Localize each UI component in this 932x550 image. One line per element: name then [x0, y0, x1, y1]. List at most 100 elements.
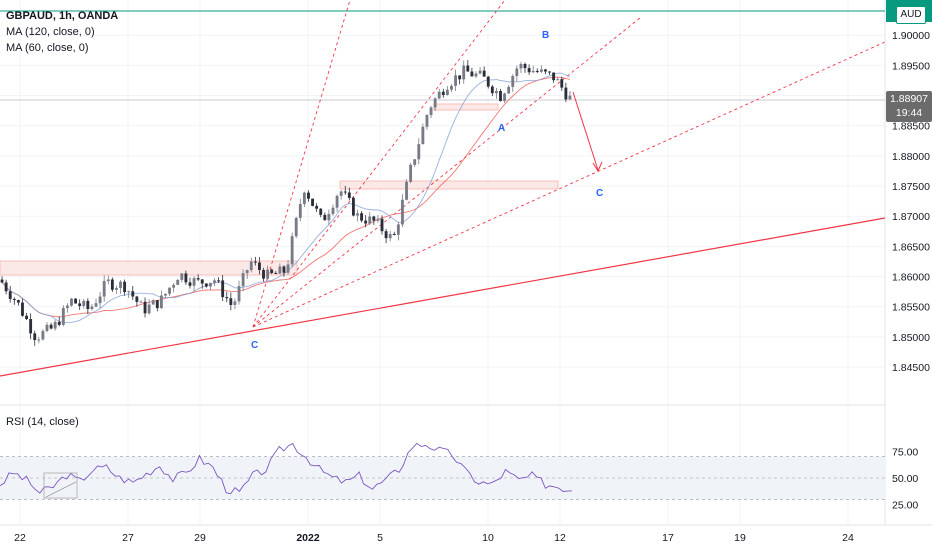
candle[interactable] [360, 211, 364, 223]
candle[interactable] [65, 303, 69, 313]
candle[interactable] [98, 291, 102, 309]
candle[interactable] [511, 74, 515, 92]
candle[interactable] [458, 75, 462, 85]
candle[interactable] [319, 208, 323, 218]
candle[interactable] [106, 275, 110, 285]
candle[interactable] [270, 268, 274, 275]
candle[interactable] [429, 105, 433, 119]
candle[interactable] [147, 299, 151, 315]
candle[interactable] [441, 88, 445, 98]
candle[interactable] [294, 216, 298, 239]
candle[interactable] [519, 61, 523, 73]
candle[interactable] [388, 230, 392, 242]
candle[interactable] [556, 77, 560, 81]
candle[interactable] [208, 282, 212, 291]
candle[interactable] [253, 256, 257, 266]
candle[interactable] [25, 312, 28, 321]
candle[interactable] [401, 194, 404, 228]
candle[interactable] [454, 69, 457, 92]
candle[interactable] [490, 84, 494, 97]
candle[interactable] [217, 277, 221, 283]
candle[interactable] [494, 87, 498, 99]
candle[interactable] [143, 297, 147, 318]
candle[interactable] [384, 228, 388, 244]
candle[interactable] [311, 198, 314, 207]
candle[interactable] [57, 316, 61, 327]
candle[interactable] [86, 298, 90, 315]
candle[interactable] [351, 196, 355, 217]
resistance-zone-box[interactable] [0, 260, 298, 276]
candle[interactable] [37, 336, 41, 344]
rsi-line[interactable] [0, 442, 573, 495]
candle[interactable] [462, 60, 466, 84]
candle[interactable] [450, 84, 453, 93]
candle[interactable] [544, 68, 547, 75]
candle[interactable] [61, 305, 65, 327]
main-trendline[interactable] [0, 217, 886, 377]
candle[interactable] [376, 215, 380, 223]
candle[interactable] [225, 291, 229, 303]
candle[interactable] [503, 92, 507, 104]
candle[interactable] [307, 190, 310, 202]
candle[interactable] [164, 293, 167, 298]
candle[interactable] [74, 298, 78, 304]
candle[interactable] [274, 271, 278, 275]
candle[interactable] [278, 263, 282, 274]
candle[interactable] [364, 215, 368, 228]
candle[interactable] [262, 267, 265, 282]
candle[interactable] [180, 272, 184, 283]
candle[interactable] [356, 209, 359, 222]
currency-badge[interactable]: AUD [896, 6, 926, 24]
candle[interactable] [323, 212, 327, 221]
candle[interactable] [327, 209, 331, 226]
candle[interactable] [417, 138, 421, 165]
candle[interactable] [159, 290, 163, 309]
fan-line-2[interactable] [252, 0, 506, 328]
candle[interactable] [331, 204, 335, 216]
candle[interactable] [437, 88, 441, 100]
candle[interactable] [315, 203, 319, 213]
candle[interactable] [339, 190, 343, 200]
candle[interactable] [196, 274, 200, 282]
candle[interactable] [249, 257, 253, 273]
candle[interactable] [466, 60, 470, 72]
candle[interactable] [486, 75, 490, 89]
candle[interactable] [507, 84, 511, 95]
candle[interactable] [123, 279, 127, 296]
candle[interactable] [552, 72, 556, 83]
candle[interactable] [172, 283, 176, 293]
candle[interactable] [343, 185, 347, 195]
projection-arrow[interactable] [572, 91, 599, 171]
candle[interactable] [302, 191, 306, 207]
legend-ma60[interactable]: MA (60, close, 0) [6, 42, 89, 54]
candle[interactable] [335, 194, 339, 213]
candle[interactable] [499, 88, 502, 102]
candle[interactable] [115, 285, 118, 294]
candle[interactable] [380, 215, 384, 235]
candle[interactable] [21, 298, 24, 317]
support-zone-box[interactable] [433, 103, 499, 111]
candle[interactable] [127, 290, 131, 299]
candle[interactable] [282, 265, 286, 277]
candle[interactable] [286, 259, 290, 275]
rsi-drawing-box[interactable] [43, 472, 78, 499]
candle[interactable] [29, 313, 33, 340]
candle[interactable] [482, 66, 486, 77]
candle[interactable] [237, 280, 241, 305]
candle[interactable] [515, 65, 519, 82]
candle[interactable] [564, 82, 568, 102]
candle[interactable] [176, 278, 180, 285]
candle[interactable] [102, 275, 106, 302]
candle[interactable] [258, 257, 261, 275]
candle[interactable] [49, 322, 53, 330]
candle[interactable] [405, 179, 408, 201]
fan-line-1[interactable] [252, 0, 351, 328]
candle[interactable] [523, 62, 527, 73]
candle[interactable] [233, 298, 237, 310]
candle[interactable] [539, 65, 543, 74]
candle[interactable] [470, 67, 474, 77]
legend-symbol[interactable]: GBPAUD, 1h, OANDA [6, 10, 119, 22]
candle[interactable] [413, 159, 417, 168]
candle[interactable] [168, 287, 171, 296]
candle[interactable] [527, 64, 531, 75]
